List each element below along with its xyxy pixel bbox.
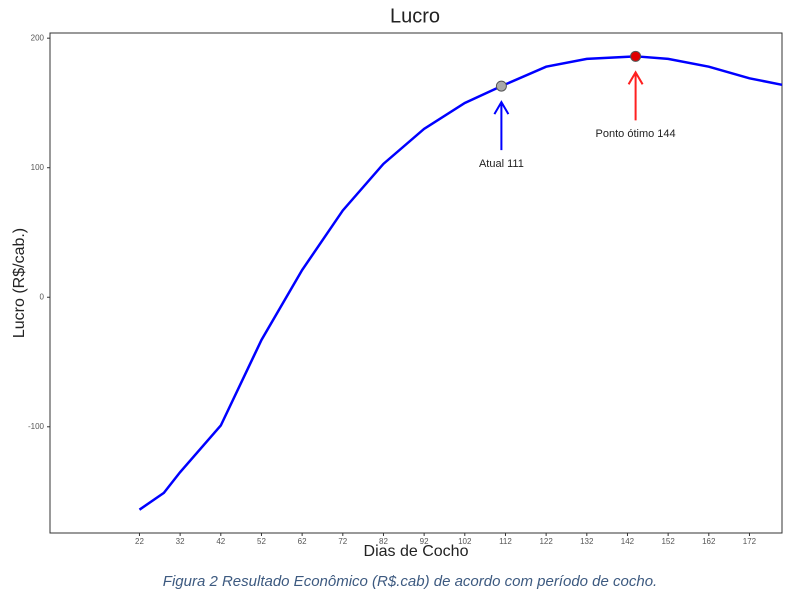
x-tick-label: 62	[298, 537, 307, 546]
x-tick-label: 42	[216, 537, 225, 546]
marker-point	[495, 80, 507, 92]
annotation-arrow	[493, 100, 510, 151]
annotation-arrow	[627, 70, 644, 121]
line-series	[138, 55, 783, 511]
marker-point	[630, 50, 642, 62]
caption: Figura 2 Resultado Econômico (R$.cab) de…	[163, 573, 657, 590]
x-tick-label: 132	[580, 537, 594, 546]
y-tick-label: 100	[31, 163, 45, 172]
x-axis-label: Dias de Cocho	[364, 543, 469, 560]
y-axis-label: Lucro (R$/cab.)	[11, 228, 28, 338]
x-tick-label: 112	[499, 537, 512, 546]
x-tick-label: 52	[257, 537, 266, 546]
x-tick-label: 82	[379, 537, 388, 546]
annotation-label: Atual 111	[479, 158, 524, 170]
annotation-label: Ponto ótimo 144	[596, 128, 676, 140]
x-tick-label: 152	[661, 537, 675, 546]
x-tick-label: 32	[176, 537, 185, 546]
x-tick-label: 172	[743, 537, 757, 546]
x-tick-label: 142	[621, 537, 635, 546]
x-tick-label: 122	[539, 537, 553, 546]
x-tick-label: 72	[338, 537, 347, 546]
x-tick-label: 162	[702, 537, 716, 546]
y-tick-label: 200	[31, 33, 45, 42]
chart-title: Lucro	[390, 5, 440, 27]
x-tick-label: 102	[458, 537, 472, 546]
x-tick-label: 92	[420, 537, 429, 546]
y-tick-label: -100	[28, 422, 45, 431]
y-tick-label: 0	[40, 292, 45, 301]
plot-frame	[49, 32, 783, 534]
x-tick-label: 22	[135, 537, 144, 546]
